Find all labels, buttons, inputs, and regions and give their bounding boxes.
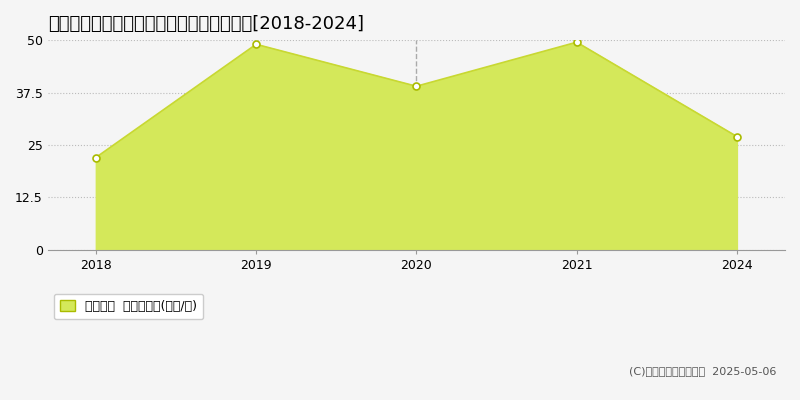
Point	[250, 41, 262, 48]
Point	[90, 154, 102, 161]
Text: 仙台市若林区なないろの里　土地価格推移[2018-2024]: 仙台市若林区なないろの里 土地価格推移[2018-2024]	[48, 15, 364, 33]
Legend: 土地価格  平均坪単価(万円/坪): 土地価格 平均坪単価(万円/坪)	[54, 294, 203, 319]
Point	[730, 133, 743, 140]
Point	[570, 39, 583, 46]
Point	[410, 83, 422, 90]
Text: (C)土地価格ドットコム  2025-05-06: (C)土地価格ドットコム 2025-05-06	[629, 366, 776, 376]
